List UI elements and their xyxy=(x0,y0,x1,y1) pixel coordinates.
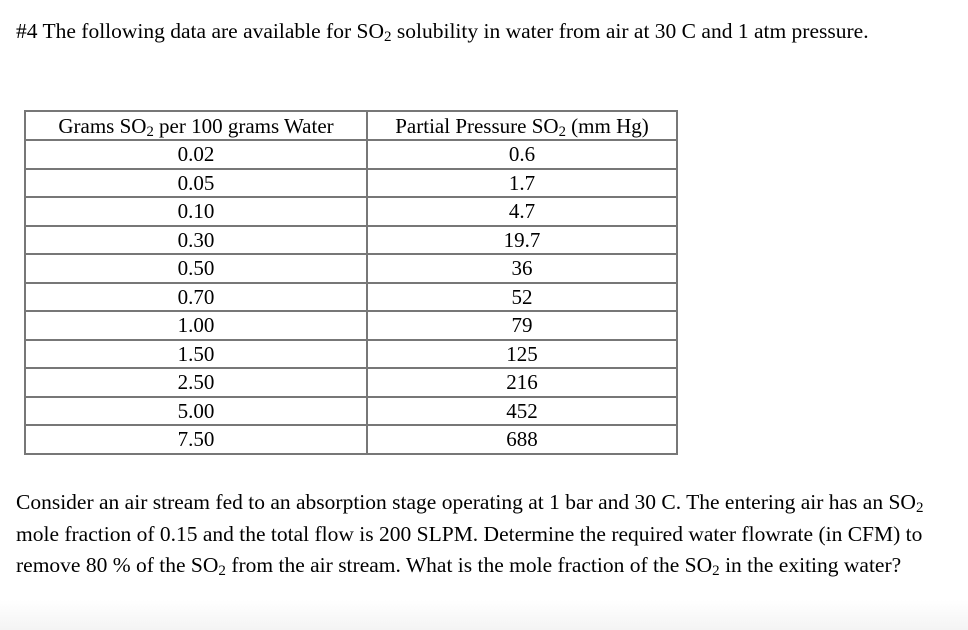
problem-intro: #4 The following data are available for … xyxy=(16,16,956,47)
header-text: Partial Pressure SO xyxy=(395,113,559,138)
table-row: 1.00 79 xyxy=(24,310,678,341)
grams-cell: 1.00 xyxy=(24,310,368,341)
pressure-cell: 688 xyxy=(366,424,678,455)
header-text: (mm Hg) xyxy=(565,113,649,138)
pressure-cell: 452 xyxy=(366,395,678,426)
column-header-partial-pressure: Partial Pressure SO2 (mm Hg) xyxy=(366,110,678,141)
grams-cell: 5.00 xyxy=(24,395,368,426)
table-row: 0.05 1.7 xyxy=(24,167,678,198)
grams-cell: 7.50 xyxy=(24,424,368,455)
subscript: 2 xyxy=(383,29,392,45)
table-row: 7.50 688 xyxy=(24,424,678,455)
header-text: Grams SO xyxy=(58,113,147,138)
pressure-cell: 52 xyxy=(366,281,678,312)
question-text: Consider an air stream fed to an absorpt… xyxy=(16,490,916,514)
table-row: 0.70 52 xyxy=(24,281,678,312)
subscript: 2 xyxy=(218,563,226,579)
question-text: in the exiting water? xyxy=(719,553,902,577)
table-header-row: Grams SO2 per 100 grams Water Partial Pr… xyxy=(24,110,678,141)
pressure-cell: 19.7 xyxy=(366,224,678,255)
solubility-data-table: Grams SO2 per 100 grams Water Partial Pr… xyxy=(24,110,678,455)
grams-cell: 0.70 xyxy=(24,281,368,312)
table-row: 5.00 452 xyxy=(24,395,678,426)
question-text: mole fraction of 0.15 and the total flow… xyxy=(16,521,923,578)
subscript: 2 xyxy=(146,123,154,140)
pressure-cell: 1.7 xyxy=(366,167,678,198)
problem-question: Consider an air stream fed to an absorpt… xyxy=(16,487,961,582)
table-row: 2.50 216 xyxy=(24,367,678,398)
grams-cell: 1.50 xyxy=(24,338,368,369)
column-header-grams-so2: Grams SO2 per 100 grams Water xyxy=(24,110,368,141)
intro-text: #4 The following data are available for … xyxy=(16,19,384,43)
grams-cell: 0.50 xyxy=(24,253,368,284)
intro-text: solubility in water from air at 30 C and… xyxy=(391,19,869,43)
table-row: 1.50 125 xyxy=(24,338,678,369)
subscript: 2 xyxy=(558,123,566,140)
pressure-cell: 36 xyxy=(366,253,678,284)
table-row: 0.50 36 xyxy=(24,253,678,284)
pressure-cell: 4.7 xyxy=(366,196,678,227)
table-row: 0.02 0.6 xyxy=(24,139,678,170)
pressure-cell: 216 xyxy=(366,367,678,398)
subscript: 2 xyxy=(712,563,720,579)
grams-cell: 0.10 xyxy=(24,196,368,227)
question-text: from the air stream. What is the mole fr… xyxy=(225,553,713,577)
table-row: 0.30 19.7 xyxy=(24,224,678,255)
subscript: 2 xyxy=(915,500,924,516)
table-row: 0.10 4.7 xyxy=(24,196,678,227)
grams-cell: 2.50 xyxy=(24,367,368,398)
grams-cell: 0.02 xyxy=(24,139,368,170)
pressure-cell: 125 xyxy=(366,338,678,369)
header-text: per 100 grams Water xyxy=(153,113,334,138)
pressure-cell: 0.6 xyxy=(366,139,678,170)
pressure-cell: 79 xyxy=(366,310,678,341)
grams-cell: 0.05 xyxy=(24,167,368,198)
grams-cell: 0.30 xyxy=(24,224,368,255)
